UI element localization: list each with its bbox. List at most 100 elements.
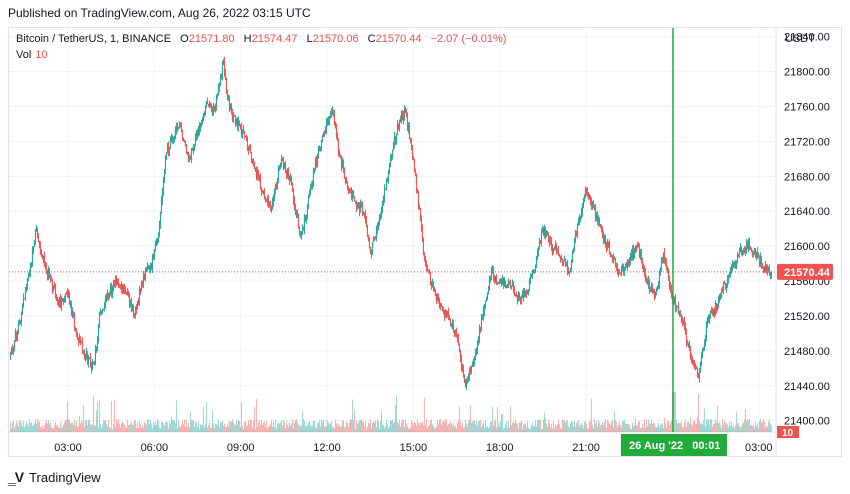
candle-body bbox=[391, 150, 393, 158]
candle-body bbox=[144, 271, 146, 281]
candle-body bbox=[700, 356, 702, 365]
volume-bar bbox=[290, 423, 292, 432]
volume-bar bbox=[96, 401, 98, 432]
candle-body bbox=[597, 219, 599, 222]
candle-body bbox=[79, 336, 81, 342]
volume-bar bbox=[320, 419, 322, 432]
candle-body bbox=[530, 275, 532, 278]
y-tick-label: 21720.00 bbox=[784, 136, 830, 148]
volume-bar bbox=[54, 422, 56, 432]
candle-body bbox=[573, 242, 575, 251]
candle-body bbox=[466, 380, 468, 382]
volume-bar bbox=[215, 424, 217, 432]
volume-bar bbox=[246, 425, 248, 432]
volume-bar bbox=[143, 421, 145, 432]
candle-body bbox=[230, 104, 232, 113]
candle-body bbox=[649, 287, 651, 289]
candle-body bbox=[40, 250, 42, 255]
candle-body bbox=[30, 262, 32, 264]
volume-bar bbox=[385, 419, 387, 432]
volume-bar bbox=[289, 425, 291, 432]
candle-body bbox=[441, 306, 443, 312]
volume-bar bbox=[9, 422, 11, 432]
volume-bar bbox=[745, 420, 747, 432]
candle-body bbox=[221, 64, 223, 78]
volume-bar bbox=[130, 422, 132, 432]
volume-bar bbox=[514, 419, 516, 432]
candle-body bbox=[338, 151, 340, 156]
volume-bar bbox=[226, 423, 228, 432]
volume-bar bbox=[400, 422, 402, 432]
volume-bar bbox=[350, 419, 352, 432]
candle-body bbox=[225, 79, 227, 91]
volume-bar bbox=[76, 426, 78, 432]
candles bbox=[9, 56, 772, 390]
candle-body bbox=[471, 364, 473, 367]
volume-bar bbox=[163, 426, 165, 432]
candle-body bbox=[377, 223, 379, 230]
currency-label[interactable]: USDT bbox=[785, 33, 815, 45]
candle-body bbox=[59, 299, 61, 306]
candle-body bbox=[163, 169, 165, 179]
volume-bar bbox=[579, 424, 581, 432]
volume-bar bbox=[119, 427, 121, 432]
volume-bar bbox=[621, 420, 623, 432]
candle-body bbox=[447, 311, 449, 316]
candle-body bbox=[661, 259, 663, 261]
candle-body bbox=[670, 289, 672, 296]
candle-body bbox=[518, 293, 520, 299]
volume-bar bbox=[267, 427, 269, 432]
candle-body bbox=[184, 141, 186, 147]
candle-body bbox=[736, 254, 738, 261]
volume-bar bbox=[588, 421, 590, 432]
candle-body bbox=[54, 286, 56, 295]
volume-bar bbox=[161, 422, 163, 432]
candle-body bbox=[735, 260, 737, 267]
volume-bar bbox=[67, 419, 69, 432]
volume-bar bbox=[93, 425, 95, 432]
volume-bar bbox=[24, 425, 26, 432]
candle-body bbox=[132, 307, 134, 314]
candle-body bbox=[211, 110, 213, 112]
candle-body bbox=[361, 203, 363, 213]
candle-body bbox=[445, 310, 447, 316]
volume-bar bbox=[272, 422, 274, 432]
volume-bar bbox=[257, 422, 259, 432]
brand-name[interactable]: TradingView bbox=[29, 469, 101, 485]
candle-body bbox=[19, 322, 21, 324]
candle-body bbox=[253, 161, 255, 169]
volume-bar bbox=[541, 428, 543, 432]
candle-body bbox=[37, 236, 39, 242]
candle-body bbox=[360, 202, 362, 204]
volume-bar bbox=[550, 423, 552, 432]
candle-body bbox=[543, 229, 545, 235]
candle-body bbox=[472, 362, 474, 365]
volume-bar bbox=[128, 424, 130, 432]
volume-bar bbox=[189, 411, 191, 432]
volume-bar bbox=[599, 425, 601, 432]
symbol-title[interactable]: Bitcoin / TetherUS, 1, BINANCE bbox=[16, 33, 172, 45]
candle-body bbox=[498, 281, 500, 283]
volume-bar bbox=[92, 396, 94, 432]
volume-bar bbox=[344, 426, 346, 432]
volume-bar bbox=[754, 421, 756, 432]
volume-bar bbox=[477, 421, 479, 432]
volume-bar bbox=[704, 426, 706, 432]
volume-bar bbox=[391, 419, 393, 432]
chart-frame[interactable] bbox=[8, 27, 842, 457]
candle-body bbox=[255, 169, 257, 177]
candle-body bbox=[342, 161, 344, 169]
volume-bar bbox=[576, 421, 578, 432]
volume-bar bbox=[299, 425, 301, 432]
volume-bar bbox=[422, 425, 424, 432]
volume-bar bbox=[724, 422, 726, 432]
candle-body bbox=[654, 292, 656, 297]
candle-body bbox=[53, 285, 55, 287]
volume-bar bbox=[542, 419, 544, 432]
candle-body bbox=[715, 303, 717, 311]
candle-body bbox=[470, 366, 472, 373]
volume-bar bbox=[549, 427, 551, 432]
volume-bar bbox=[103, 420, 105, 432]
tradingview-logo-icon[interactable]: ‗V bbox=[8, 469, 24, 485]
